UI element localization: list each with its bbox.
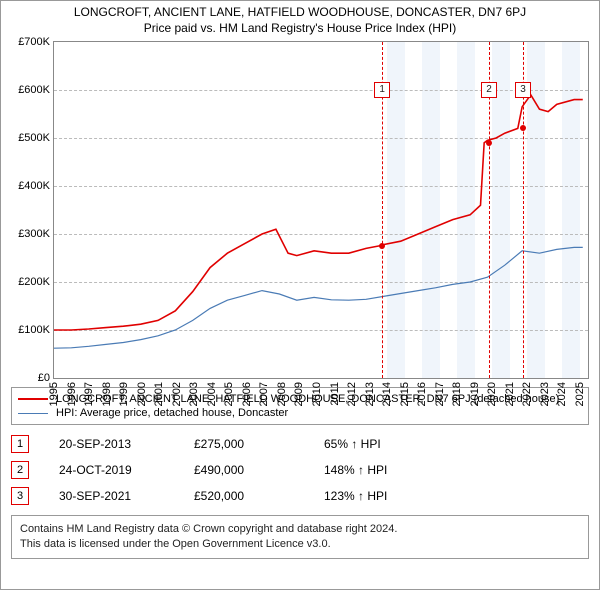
event-price: £490,000 bbox=[194, 463, 294, 477]
plot-area: £0£100K£200K£300K£400K£500K£600K£700K199… bbox=[53, 41, 589, 379]
x-axis-label: 2013 bbox=[364, 382, 376, 406]
event-pct: 148% ↑ HPI bbox=[324, 463, 387, 477]
marker-box: 3 bbox=[515, 82, 531, 98]
x-axis-label: 1999 bbox=[118, 382, 130, 406]
event-row: 3 30-SEP-2021 £520,000 123% ↑ HPI bbox=[11, 483, 589, 509]
event-price: £275,000 bbox=[194, 437, 294, 451]
x-axis-label: 2011 bbox=[329, 382, 341, 406]
legend-swatch bbox=[18, 398, 48, 400]
x-axis-label: 2009 bbox=[293, 382, 305, 406]
event-marker-box: 1 bbox=[11, 435, 29, 453]
legend-item-hpi: HPI: Average price, detached house, Donc… bbox=[18, 406, 582, 420]
x-axis-label: 2008 bbox=[276, 382, 288, 406]
x-axis-label: 1997 bbox=[83, 382, 95, 406]
event-pct: 65% ↑ HPI bbox=[324, 437, 381, 451]
x-axis-label: 1995 bbox=[48, 382, 60, 406]
y-axis-label: £700K bbox=[18, 36, 50, 48]
x-axis-label: 2024 bbox=[556, 382, 568, 406]
y-axis-label: £600K bbox=[18, 84, 50, 96]
x-axis-label: 2016 bbox=[416, 382, 428, 406]
chart-frame: LONGCROFT, ANCIENT LANE, HATFIELD WOODHO… bbox=[0, 0, 600, 590]
x-axis-label: 2005 bbox=[223, 382, 235, 406]
chart-subtitle: Price paid vs. HM Land Registry's House … bbox=[5, 21, 595, 35]
sale-point bbox=[520, 125, 526, 131]
y-axis-label: £300K bbox=[18, 228, 50, 240]
sale-point bbox=[486, 140, 492, 146]
sale-point bbox=[379, 243, 385, 249]
y-axis-label: £100K bbox=[18, 324, 50, 336]
attribution: Contains HM Land Registry data © Crown c… bbox=[11, 515, 589, 559]
x-axis-label: 2002 bbox=[171, 382, 183, 406]
legend-label: HPI: Average price, detached house, Donc… bbox=[56, 407, 288, 419]
x-axis-label: 2025 bbox=[574, 382, 586, 406]
line-svg bbox=[54, 42, 588, 378]
chart-title: LONGCROFT, ANCIENT LANE, HATFIELD WOODHO… bbox=[5, 5, 595, 19]
legend-label: LONGCROFT, ANCIENT LANE, HATFIELD WOODHO… bbox=[56, 393, 559, 405]
attribution-line: This data is licensed under the Open Gov… bbox=[20, 537, 580, 552]
y-axis-label: £400K bbox=[18, 180, 50, 192]
event-date: 20-SEP-2013 bbox=[59, 437, 164, 451]
x-axis-label: 2014 bbox=[381, 382, 393, 406]
event-date: 30-SEP-2021 bbox=[59, 489, 164, 503]
x-axis-label: 2023 bbox=[539, 382, 551, 406]
legend-swatch bbox=[18, 413, 48, 414]
x-axis-label: 2010 bbox=[311, 382, 323, 406]
x-axis-label: 2001 bbox=[153, 382, 165, 406]
event-pct: 123% ↑ HPI bbox=[324, 489, 387, 503]
x-axis-label: 2015 bbox=[399, 382, 411, 406]
attribution-line: Contains HM Land Registry data © Crown c… bbox=[20, 522, 580, 537]
event-row: 1 20-SEP-2013 £275,000 65% ↑ HPI bbox=[11, 431, 589, 457]
x-axis-label: 2018 bbox=[451, 382, 463, 406]
event-marker-box: 2 bbox=[11, 461, 29, 479]
x-axis-label: 2012 bbox=[346, 382, 358, 406]
y-axis-label: £200K bbox=[18, 276, 50, 288]
header: LONGCROFT, ANCIENT LANE, HATFIELD WOODHO… bbox=[5, 5, 595, 35]
y-axis-label: £500K bbox=[18, 132, 50, 144]
events-table: 1 20-SEP-2013 £275,000 65% ↑ HPI 2 24-OCT-201… bbox=[11, 431, 589, 509]
x-axis-label: 2003 bbox=[188, 382, 200, 406]
marker-box: 2 bbox=[481, 82, 497, 98]
x-axis-label: 2019 bbox=[469, 382, 481, 406]
series-property bbox=[54, 95, 583, 330]
x-axis-label: 1996 bbox=[66, 382, 78, 406]
event-price: £520,000 bbox=[194, 489, 294, 503]
x-axis-label: 2004 bbox=[206, 382, 218, 406]
x-axis-label: 2000 bbox=[136, 382, 148, 406]
x-axis-label: 1998 bbox=[101, 382, 113, 406]
event-date: 24-OCT-2019 bbox=[59, 463, 164, 477]
x-axis-label: 2007 bbox=[258, 382, 270, 406]
series-hpi bbox=[54, 247, 583, 348]
x-axis-label: 2017 bbox=[434, 382, 446, 406]
event-row: 2 24-OCT-2019 £490,000 148% ↑ HPI bbox=[11, 457, 589, 483]
marker-box: 1 bbox=[374, 82, 390, 98]
event-marker-box: 3 bbox=[11, 487, 29, 505]
x-axis-label: 2022 bbox=[521, 382, 533, 406]
x-axis-label: 2006 bbox=[241, 382, 253, 406]
x-axis-label: 2020 bbox=[486, 382, 498, 406]
x-axis-label: 2021 bbox=[504, 382, 516, 406]
